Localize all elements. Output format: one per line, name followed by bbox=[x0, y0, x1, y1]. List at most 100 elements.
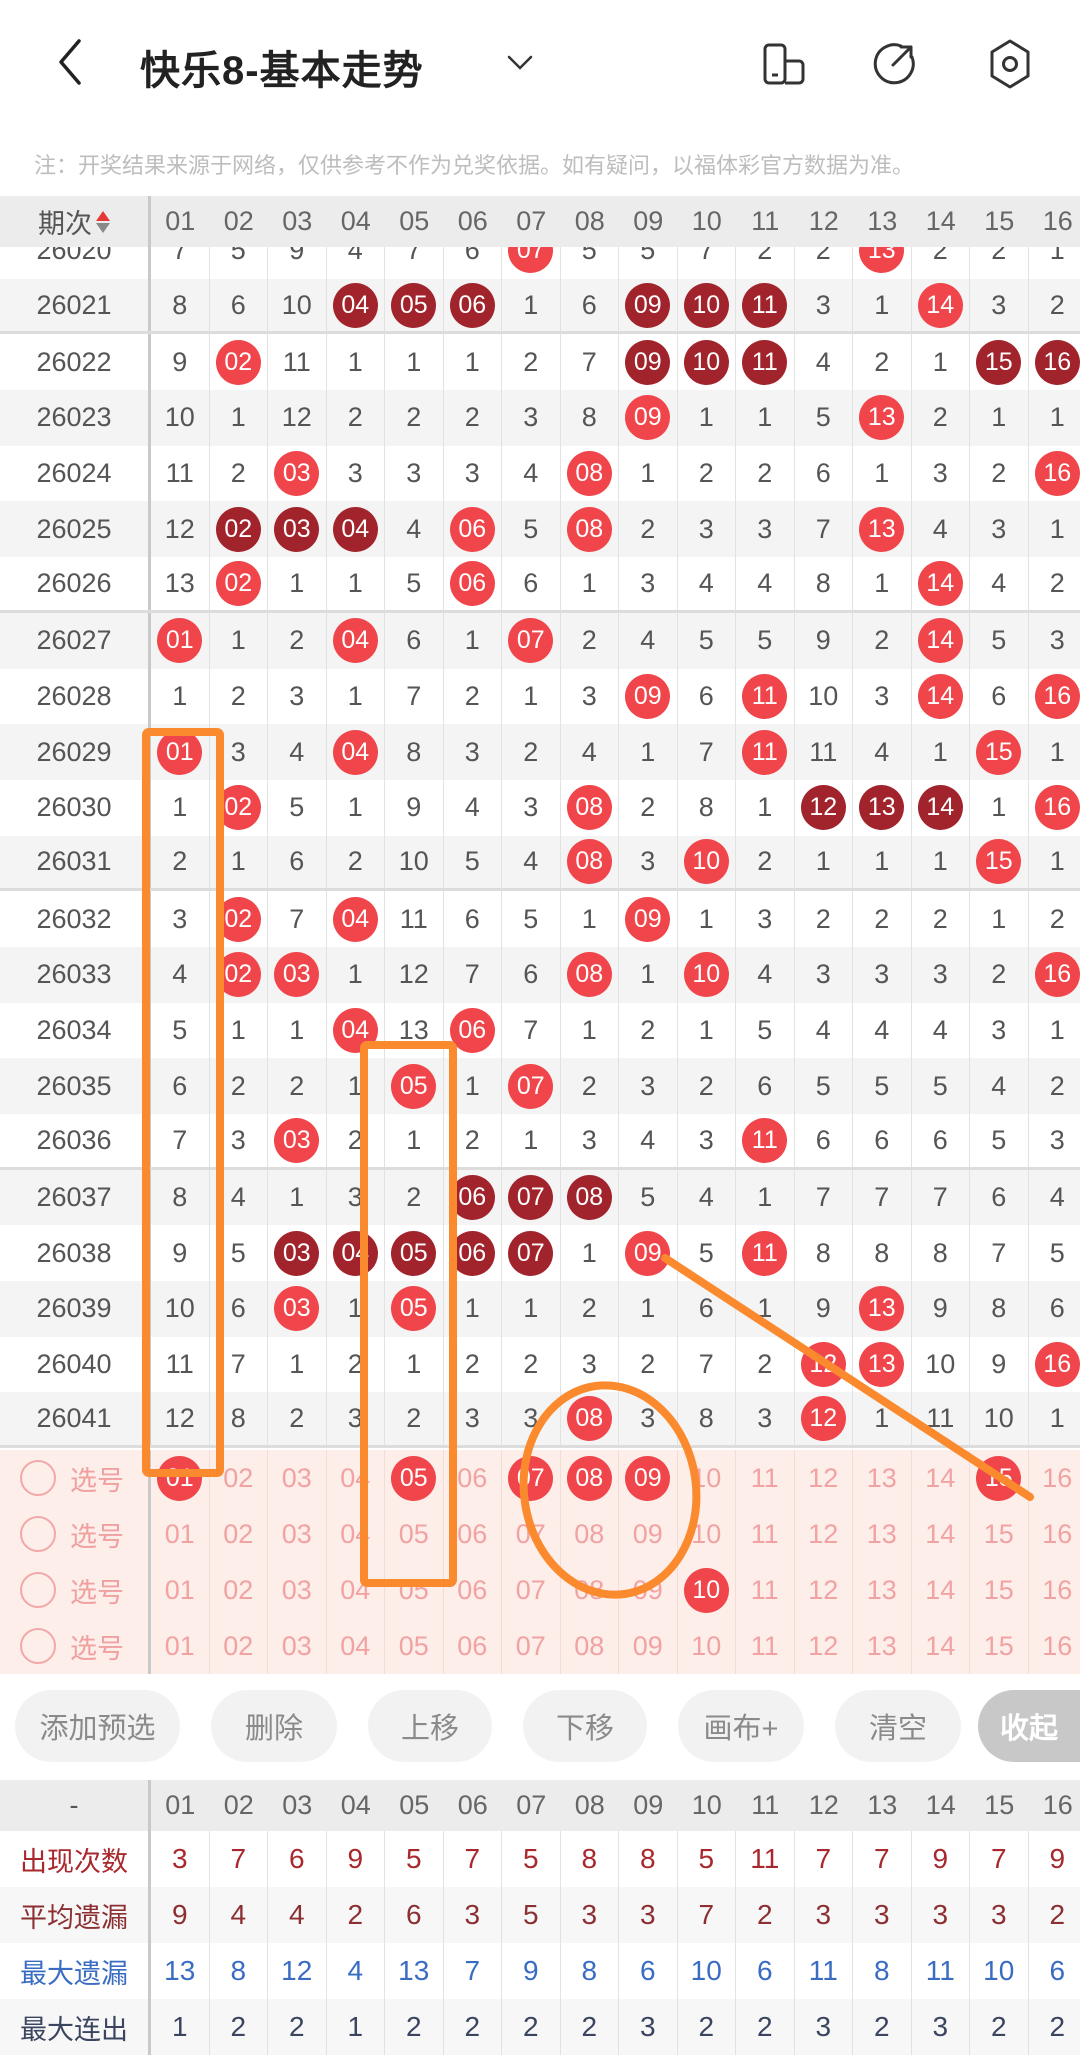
picker-cell-02[interactable]: 02 bbox=[210, 1506, 268, 1562]
unselected-number[interactable]: 03 bbox=[281, 1574, 312, 1605]
unselected-number[interactable]: 11 bbox=[750, 1630, 779, 1661]
picker-cell-14[interactable]: 14 bbox=[912, 1450, 970, 1506]
unselected-number[interactable]: 03 bbox=[281, 1518, 312, 1549]
selected-number-ball[interactable]: 10 bbox=[683, 1567, 729, 1613]
unselected-number[interactable]: 12 bbox=[808, 1574, 839, 1605]
picker-cell-08[interactable]: 08 bbox=[561, 1618, 619, 1674]
picker-cell-15[interactable]: 15 bbox=[970, 1618, 1029, 1674]
radio-circle-icon[interactable] bbox=[20, 1516, 56, 1552]
radio-circle-icon[interactable] bbox=[20, 1460, 56, 1496]
radio-circle-icon[interactable] bbox=[20, 1628, 56, 1664]
unselected-number[interactable]: 11 bbox=[750, 1574, 779, 1605]
picker-cell-05[interactable]: 05 bbox=[385, 1506, 444, 1562]
unselected-number[interactable]: 07 bbox=[515, 1630, 546, 1661]
unselected-number[interactable]: 05 bbox=[398, 1574, 429, 1605]
picker-cell-16[interactable]: 16 bbox=[1029, 1562, 1080, 1618]
unselected-number[interactable]: 12 bbox=[808, 1518, 839, 1549]
picker-cell-01[interactable]: 01 bbox=[151, 1506, 210, 1562]
selected-number-ball[interactable]: 01 bbox=[157, 1455, 203, 1501]
share-button[interactable] bbox=[868, 38, 920, 90]
picker-row-select[interactable]: 选号 bbox=[0, 1450, 151, 1506]
picker-cell-05[interactable]: 05 bbox=[385, 1618, 444, 1674]
unselected-number[interactable]: 06 bbox=[457, 1518, 488, 1549]
canvas-button[interactable]: 画布+ bbox=[678, 1690, 804, 1762]
unselected-number[interactable]: 15 bbox=[983, 1630, 1014, 1661]
picker-cell-09[interactable]: 09 bbox=[619, 1618, 678, 1674]
picker-cell-09[interactable]: 09 bbox=[619, 1506, 678, 1562]
picker-cell-01[interactable]: 01 bbox=[151, 1450, 210, 1506]
unselected-number[interactable]: 06 bbox=[457, 1462, 488, 1493]
unselected-number[interactable]: 08 bbox=[574, 1518, 605, 1549]
picker-cell-16[interactable]: 16 bbox=[1029, 1450, 1080, 1506]
picker-cell-06[interactable]: 06 bbox=[444, 1562, 502, 1618]
unselected-number[interactable]: 05 bbox=[398, 1518, 429, 1549]
unselected-number[interactable]: 10 bbox=[691, 1462, 722, 1493]
picker-cell-12[interactable]: 12 bbox=[795, 1562, 853, 1618]
picker-cell-15[interactable]: 15 bbox=[970, 1506, 1029, 1562]
picker-cell-13[interactable]: 13 bbox=[853, 1506, 912, 1562]
unselected-number[interactable]: 15 bbox=[983, 1518, 1014, 1549]
unselected-number[interactable]: 10 bbox=[691, 1630, 722, 1661]
picker-cell-14[interactable]: 14 bbox=[912, 1562, 970, 1618]
unselected-number[interactable]: 13 bbox=[866, 1574, 897, 1605]
unselected-number[interactable]: 02 bbox=[223, 1518, 254, 1549]
period-sort-header[interactable]: 期次 bbox=[0, 196, 151, 247]
picker-cell-13[interactable]: 13 bbox=[853, 1450, 912, 1506]
unselected-number[interactable]: 03 bbox=[281, 1462, 312, 1493]
unselected-number[interactable]: 16 bbox=[1042, 1574, 1073, 1605]
picker-cell-06[interactable]: 06 bbox=[444, 1450, 502, 1506]
picker-cell-07[interactable]: 07 bbox=[502, 1506, 561, 1562]
unselected-number[interactable]: 07 bbox=[515, 1574, 546, 1605]
unselected-number[interactable]: 11 bbox=[750, 1518, 779, 1549]
unselected-number[interactable]: 08 bbox=[574, 1574, 605, 1605]
unselected-number[interactable]: 01 bbox=[164, 1630, 195, 1661]
unselected-number[interactable]: 09 bbox=[632, 1630, 663, 1661]
selected-number-ball[interactable]: 08 bbox=[566, 1455, 612, 1501]
picker-cell-04[interactable]: 04 bbox=[327, 1562, 385, 1618]
picker-cell-03[interactable]: 03 bbox=[268, 1562, 327, 1618]
picker-cell-06[interactable]: 06 bbox=[444, 1506, 502, 1562]
picker-row-select[interactable]: 选号 bbox=[0, 1562, 151, 1618]
unselected-number[interactable]: 02 bbox=[223, 1462, 254, 1493]
picker-cell-15[interactable]: 15 bbox=[970, 1450, 1029, 1506]
picker-cell-11[interactable]: 11 bbox=[736, 1562, 795, 1618]
picker-cell-13[interactable]: 13 bbox=[853, 1618, 912, 1674]
move-up-button[interactable]: 上移 bbox=[368, 1690, 492, 1762]
picker-cell-05[interactable]: 05 bbox=[385, 1562, 444, 1618]
picker-cell-08[interactable]: 08 bbox=[561, 1506, 619, 1562]
unselected-number[interactable]: 16 bbox=[1042, 1630, 1073, 1661]
picker-cell-08[interactable]: 08 bbox=[561, 1562, 619, 1618]
collapse-button[interactable]: 收起 bbox=[978, 1690, 1080, 1762]
picker-cell-02[interactable]: 02 bbox=[210, 1450, 268, 1506]
picker-cell-14[interactable]: 14 bbox=[912, 1506, 970, 1562]
unselected-number[interactable]: 12 bbox=[808, 1630, 839, 1661]
unselected-number[interactable]: 01 bbox=[164, 1518, 195, 1549]
picker-cell-11[interactable]: 11 bbox=[736, 1506, 795, 1562]
move-down-button[interactable]: 下移 bbox=[523, 1690, 647, 1762]
picker-cell-03[interactable]: 03 bbox=[268, 1506, 327, 1562]
unselected-number[interactable]: 01 bbox=[164, 1574, 195, 1605]
add-preselect-button[interactable]: 添加预选 bbox=[15, 1690, 180, 1762]
picker-cell-08[interactable]: 08 bbox=[561, 1450, 619, 1506]
trend-table-body[interactable]: 26020 7 5 9 4 7 6 07 5 5 7 2 2 13 2 2 1 26021 8 6 10 04 05 06 1 6… bbox=[0, 247, 1080, 1450]
unselected-number[interactable]: 02 bbox=[223, 1630, 254, 1661]
picker-cell-05[interactable]: 05 bbox=[385, 1450, 444, 1506]
unselected-number[interactable]: 09 bbox=[632, 1518, 663, 1549]
unselected-number[interactable]: 02 bbox=[223, 1574, 254, 1605]
radio-circle-icon[interactable] bbox=[20, 1572, 56, 1608]
unselected-number[interactable]: 07 bbox=[515, 1518, 546, 1549]
picker-cell-10[interactable]: 10 bbox=[678, 1618, 736, 1674]
picker-cell-10[interactable]: 10 bbox=[678, 1450, 736, 1506]
unselected-number[interactable]: 14 bbox=[925, 1462, 956, 1493]
unselected-number[interactable]: 13 bbox=[866, 1462, 897, 1493]
unselected-number[interactable]: 10 bbox=[691, 1518, 722, 1549]
page-title[interactable]: 快乐8-基本走势 bbox=[140, 49, 424, 93]
selected-number-ball[interactable]: 15 bbox=[976, 1455, 1022, 1501]
back-button[interactable] bbox=[44, 36, 96, 88]
unselected-number[interactable]: 03 bbox=[281, 1630, 312, 1661]
picker-cell-04[interactable]: 04 bbox=[327, 1450, 385, 1506]
selected-number-ball[interactable]: 07 bbox=[508, 1455, 554, 1501]
picker-cell-07[interactable]: 07 bbox=[502, 1450, 561, 1506]
picker-cell-01[interactable]: 01 bbox=[151, 1562, 210, 1618]
picker-cell-10[interactable]: 10 bbox=[678, 1562, 736, 1618]
